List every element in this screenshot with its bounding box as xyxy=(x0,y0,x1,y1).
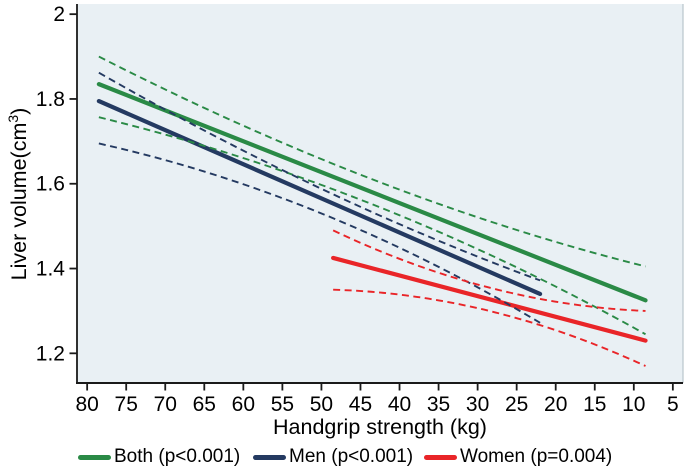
x-axis-tick-label: 70 xyxy=(154,393,177,416)
x-axis-tick-label: 55 xyxy=(271,393,294,416)
y-axis-tick-label: 1.2 xyxy=(36,342,65,365)
x-axis-title: Handgrip strength (kg) xyxy=(273,415,487,439)
chart-legend: Both (p<0.001) Men (p<0.001) Women (p=0.… xyxy=(0,446,687,470)
series-women-ci-upper xyxy=(332,229,646,312)
x-axis-tick-label: 20 xyxy=(544,393,567,416)
x-axis-tick-label: 75 xyxy=(115,393,138,416)
series-men-ci-upper xyxy=(98,71,541,282)
series-men-ci-lower xyxy=(98,142,541,324)
x-axis-tick-label: 50 xyxy=(310,393,333,416)
y-axis-tick-label: 1.6 xyxy=(36,173,65,196)
y-axis-tick-label: 2 xyxy=(53,3,65,26)
legend-label-men: Men (p<0.001) xyxy=(289,446,414,467)
legend-swatch-men xyxy=(253,454,286,460)
series-both-ci-lower xyxy=(98,116,646,336)
x-axis-tick-label: 45 xyxy=(349,393,372,416)
x-axis-tick-label: 5 xyxy=(667,393,679,416)
series-women-ci-lower xyxy=(333,288,646,367)
legend-swatch-both xyxy=(78,454,111,460)
legend-label-women: Women (p=0.004) xyxy=(460,446,613,467)
x-axis-tick-label: 65 xyxy=(193,393,216,416)
x-axis-tick-label: 30 xyxy=(466,393,489,416)
legend-item-men: Men (p<0.001) xyxy=(253,446,413,468)
x-axis-tick-label: 40 xyxy=(388,393,411,416)
legend-label-both: Both (p<0.001) xyxy=(114,446,241,467)
series-both-line xyxy=(96,82,648,303)
legend-item-both: Both (p<0.001) xyxy=(78,446,240,468)
legend-item-women: Women (p=0.004) xyxy=(424,446,612,468)
series-both-ci-upper xyxy=(98,55,646,268)
legend-swatch-women xyxy=(424,454,457,460)
y-axis-tick-label: 1.8 xyxy=(36,88,65,111)
y-axis-title: Liver volume(cm3) xyxy=(5,108,31,281)
x-axis-tick-label: 80 xyxy=(75,393,98,416)
x-axis-tick-label: 35 xyxy=(427,393,450,416)
series-women-line xyxy=(331,255,648,343)
series-men-line xyxy=(96,98,543,297)
y-axis-tick-label: 1.4 xyxy=(36,258,66,281)
x-axis-tick-label: 60 xyxy=(232,393,255,416)
x-axis-tick-label: 15 xyxy=(583,393,606,416)
x-axis-tick-label: 25 xyxy=(505,393,528,416)
x-axis-tick-label: 10 xyxy=(622,393,645,416)
